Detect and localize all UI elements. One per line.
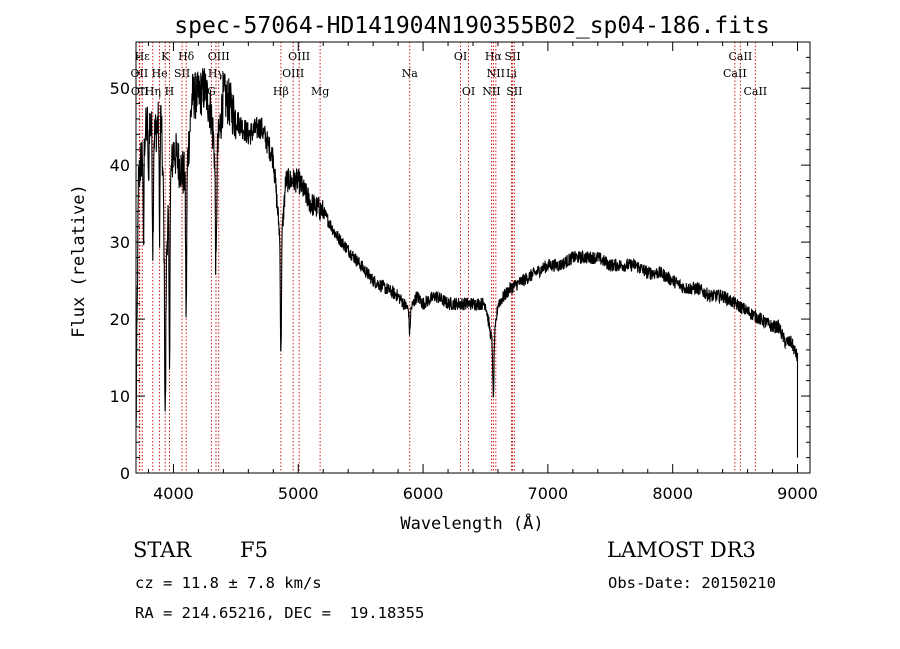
coordinates-text: RA = 214.65216, DEC = 19.18355 [135,604,425,622]
y-tick-label: 50 [110,79,130,98]
spectrum-line [135,68,799,458]
object-class: STAR [133,538,192,562]
chart-title: spec-57064-HD141904N190355B02_sp04-186.f… [174,13,769,39]
spectral-line-label: Hδ [178,50,195,63]
x-axis-label: Wavelength (Å) [400,512,543,534]
spectral-line-label: Hγ [208,67,225,80]
redshift-text: cz = 11.8 ± 7.8 km/s [135,574,322,592]
spectral-line-label: SII [174,67,190,80]
spectral-line-label: OIII [282,67,304,80]
axis-ticks: 4000 5000 6000 7000 8000 9000 0 10 20 30 40 50 [110,42,818,503]
x-tick-label: 6000 [403,484,444,503]
spectral-line-label: NII [487,67,505,80]
spectral-line-label: OI [462,85,475,98]
spectral-line-label: He [152,67,168,80]
spectral-line-label: NII [482,85,500,98]
x-tick-label: 5000 [278,484,319,503]
y-tick-label: 0 [120,464,130,483]
spectral-line-markers: HεKHδOIIIOIIIOIHαSIICaIIOIIHeSIIHγOIIINa… [131,42,767,473]
spectral-line-label: H [165,85,175,98]
spectral-line-label: Hβ [273,85,289,98]
y-tick-label: 30 [110,233,130,252]
object-subclass: F5 [240,538,268,562]
spectral-line-label: SII [504,50,520,63]
spectral-line-label: K [161,50,170,63]
y-tick-label: 20 [110,310,130,329]
spectral-line-label: CaII [723,67,747,80]
y-axis-label: Flux (relative) [69,184,89,338]
y-tick-label: 40 [110,156,130,175]
spectral-line-label: OIII [288,50,310,63]
spectral-line-label: Li [506,67,517,80]
survey-name: LAMOST DR3 [607,538,756,562]
plot-border [135,41,811,474]
spectral-line-label: Mg [311,85,329,98]
y-tick-label: 10 [110,387,130,406]
spectral-line-label: CaII [729,50,753,63]
x-tick-label: 7000 [528,484,569,503]
x-tick-label: 9000 [777,484,818,503]
spectral-line-label: G [207,85,216,98]
spectral-line-label: CaII [743,85,767,98]
spectral-line-label: Na [402,67,419,80]
spectral-line-label: SII [506,85,522,98]
spectral-line-label: Hε [135,50,151,63]
spectral-line-label: Hη [145,85,161,98]
spectral-line-label: OI [454,50,467,63]
plot-frame [135,41,811,474]
obs-date-text: Obs-Date: 20150210 [608,574,776,592]
spectral-line-label: Hα [485,50,503,63]
spectral-line-label: OIII [208,50,230,63]
x-tick-label: 8000 [652,484,693,503]
x-tick-label: 4000 [153,484,194,503]
